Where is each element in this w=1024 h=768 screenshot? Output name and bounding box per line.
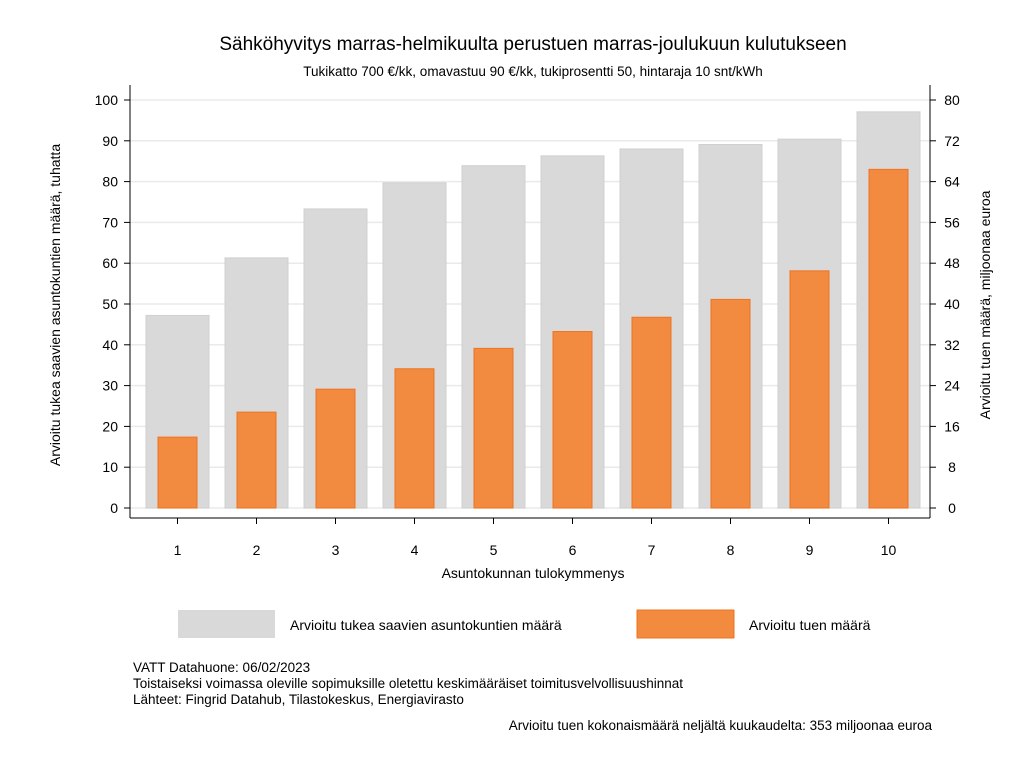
y-right-tick-label: 40 — [944, 296, 960, 312]
x-tick-label: 7 — [648, 542, 656, 558]
y-right-tick-label: 32 — [944, 337, 960, 353]
legend-swatch-support — [636, 609, 735, 639]
legend-swatch-households — [178, 610, 275, 638]
x-tick-label: 3 — [332, 542, 340, 558]
y-right-tick-label: 16 — [944, 418, 960, 434]
bar-support — [315, 388, 356, 509]
y-left-tick-label: 70 — [102, 214, 118, 230]
x-axis-label: Asuntokunnan tulokymmenys — [442, 565, 625, 581]
y-right-tick-label: 8 — [948, 459, 956, 475]
bar-support — [868, 168, 909, 509]
note-total: Arvioitu tuen kokonaismäärä neljältä kuu… — [508, 718, 932, 733]
bar-support — [552, 331, 593, 509]
x-tick-label: 5 — [490, 542, 498, 558]
chart-title: Sähköhyvitys marras-helmikuulta perustue… — [219, 34, 846, 55]
y-right-tick-label: 64 — [944, 174, 960, 190]
y-right-tick-label: 0 — [948, 500, 956, 516]
y-left-tick-label: 30 — [102, 378, 118, 394]
x-tick-label: 2 — [253, 542, 261, 558]
x-tick-label: 9 — [806, 542, 814, 558]
bar-support — [473, 347, 514, 509]
x-tick-label: 6 — [569, 542, 577, 558]
bar-support — [789, 270, 830, 509]
y-left-tick-label: 100 — [95, 92, 119, 108]
note-sources: Lähteet: Fingrid Datahub, Tilastokeskus,… — [133, 692, 464, 707]
legend: Arvioitu tukea saavien asuntokuntien mää… — [178, 609, 871, 639]
y-axis-left-label: Arvioitu tukea saavien asuntokuntien mää… — [47, 144, 63, 466]
y-left-tick-label: 50 — [102, 296, 118, 312]
y-right-tick-label: 80 — [944, 92, 960, 108]
y-right-tick-label: 72 — [944, 133, 960, 149]
y-left-tick-label: 10 — [102, 459, 118, 475]
note-assumption: Toistaiseksi voimassa oleville sopimuksi… — [133, 676, 683, 691]
legend-label-households: Arvioitu tukea saavien asuntokuntien mää… — [290, 617, 562, 633]
x-tick-label: 10 — [881, 542, 897, 558]
note-source-date: VATT Datahuone: 06/02/2023 — [133, 660, 311, 675]
y-left-tick-label: 60 — [102, 255, 118, 271]
y-right-tick-label: 56 — [944, 214, 960, 230]
y-right-tick-label: 48 — [944, 255, 960, 271]
y-right-tick-label: 24 — [944, 378, 960, 394]
bar-support — [236, 411, 277, 509]
y-left-tick-label: 90 — [102, 133, 118, 149]
y-left-tick-label: 40 — [102, 337, 118, 353]
y-left-tick-label: 0 — [110, 500, 118, 516]
y-axis-right-label: Arvioitu tuen määrä, miljoonaa euroa — [977, 190, 993, 419]
bar-support — [631, 316, 672, 509]
x-tick-label: 4 — [411, 542, 419, 558]
x-tick-label: 8 — [727, 542, 735, 558]
bar-support — [394, 368, 435, 509]
bar-support — [157, 436, 198, 509]
chart-subtitle: Tukikatto 700 €/kk, omavastuu 90 €/kk, t… — [303, 64, 763, 79]
bar-support — [710, 298, 751, 509]
y-left-tick-label: 20 — [102, 418, 118, 434]
x-tick-label: 1 — [174, 542, 182, 558]
legend-label-support: Arvioitu tuen määrä — [749, 617, 871, 633]
y-left-tick-label: 80 — [102, 174, 118, 190]
